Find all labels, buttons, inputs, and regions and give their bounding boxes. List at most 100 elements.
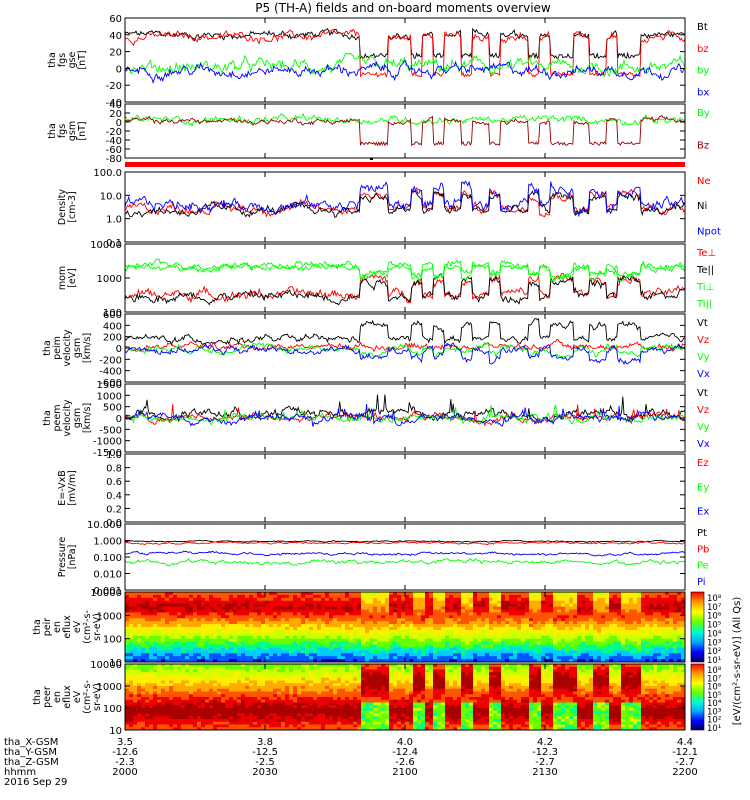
heatmap-cell (481, 592, 486, 596)
heatmap-cell (341, 659, 346, 663)
heatmap-cell (325, 624, 330, 628)
heatmap-cell (237, 680, 242, 684)
heatmap-cell (169, 708, 174, 712)
heatmap-cell (173, 600, 178, 605)
heatmap-cell (333, 697, 338, 701)
heatmap-cell (181, 710, 186, 714)
heatmap-cell (201, 705, 206, 709)
heatmap-cell (633, 592, 638, 596)
heatmap-cell (477, 618, 482, 622)
heatmap-cell (153, 638, 158, 642)
heatmap-cell (641, 629, 646, 634)
heatmap-cell (321, 606, 326, 610)
heatmap-cell (305, 653, 310, 657)
heatmap-cell (409, 629, 414, 634)
heatmap-cell (669, 641, 674, 645)
heatmap-cell (673, 638, 678, 642)
heatmap-cell (181, 724, 186, 728)
ytick-label: -20 (106, 81, 122, 92)
heatmap-cell (345, 629, 350, 634)
heatmap-cell (257, 702, 262, 706)
heatmap-cell (277, 606, 282, 610)
heatmap-cell (153, 727, 158, 731)
heatmap-cell (433, 635, 438, 640)
heatmap-cell (357, 618, 362, 622)
heatmap-cell (377, 647, 382, 651)
heatmap-cell (129, 627, 134, 631)
heatmap-cell (333, 702, 338, 706)
heatmap-cell (229, 606, 234, 610)
heatmap-cell (665, 641, 670, 645)
heatmap-cell (125, 615, 130, 619)
legend-Npot: Npot (697, 226, 721, 237)
heatmap-cell (329, 597, 334, 602)
heatmap-cell (341, 624, 346, 628)
heatmap-cell (257, 699, 262, 703)
heatmap-cell (665, 627, 670, 631)
series-line-Vy (124, 341, 686, 360)
heatmap-cell (201, 672, 206, 676)
heatmap-cell (549, 650, 554, 654)
heatmap-cell (141, 686, 146, 690)
heatmap-cell (137, 615, 142, 619)
heatmap-cell (193, 647, 198, 651)
heatmap-cell (361, 615, 366, 619)
heatmap-cell (669, 627, 674, 631)
heatmap-cell (485, 597, 490, 602)
heatmap-cell (201, 600, 206, 605)
heatmap-cell (541, 653, 546, 657)
heatmap-cell (233, 621, 238, 625)
plot-title: P5 (TH-A) fields and on-board moments ov… (255, 1, 551, 15)
heatmap-cell (477, 597, 482, 602)
heatmap-cell (169, 615, 174, 619)
heatmap-cell (521, 594, 526, 599)
heatmap-cell (329, 688, 334, 692)
heatmap-cell (385, 638, 390, 642)
heatmap-cell (221, 688, 226, 692)
heatmap-cell (261, 606, 266, 610)
heatmap-cell (477, 627, 482, 631)
heatmap-cell (425, 627, 430, 631)
heatmap-cell (253, 699, 258, 703)
heatmap-cell (585, 629, 590, 634)
heatmap-cell (605, 638, 610, 642)
heatmap-cell (469, 641, 474, 645)
heatmap-cell (677, 641, 682, 645)
heatmap-cell (433, 641, 438, 645)
series-line-Bt (124, 27, 686, 60)
heatmap-cell (157, 624, 162, 628)
heatmap-cell (233, 600, 238, 605)
heatmap-cell (153, 683, 158, 687)
heatmap-cell (601, 606, 606, 610)
heatmap-cell (405, 653, 410, 657)
heatmap-cell (461, 650, 466, 654)
heatmap-cell (197, 688, 202, 692)
heatmap-cell (573, 635, 578, 640)
heatmap-cell (673, 653, 678, 657)
heatmap-cell (197, 647, 202, 651)
heatmap-cell (453, 659, 458, 663)
heatmap-cell (465, 629, 470, 634)
heatmap-cell (337, 592, 342, 596)
ylabel-line: peim (52, 336, 63, 360)
heatmap-cell (289, 680, 294, 684)
heatmap-cell (377, 597, 382, 602)
heatmap-cell (289, 647, 294, 651)
heatmap-cell (177, 721, 182, 725)
heatmap-cell (141, 644, 146, 648)
heatmap-cell (269, 694, 274, 698)
heatmap-cell (133, 705, 138, 709)
heatmap-cell (265, 650, 270, 654)
heatmap-cell (233, 659, 238, 663)
heatmap-cell (577, 618, 582, 622)
heatmap-cell (493, 594, 498, 599)
heatmap-cell (661, 644, 666, 648)
heatmap-cell (441, 644, 446, 648)
heatmap-cell (585, 597, 590, 602)
heatmap-cell (641, 606, 646, 610)
heatmap-cell (137, 603, 142, 607)
heatmap-cell (337, 624, 342, 628)
heatmap-cell (433, 624, 438, 628)
heatmap-cell (369, 594, 374, 599)
heatmap-cell (313, 621, 318, 625)
